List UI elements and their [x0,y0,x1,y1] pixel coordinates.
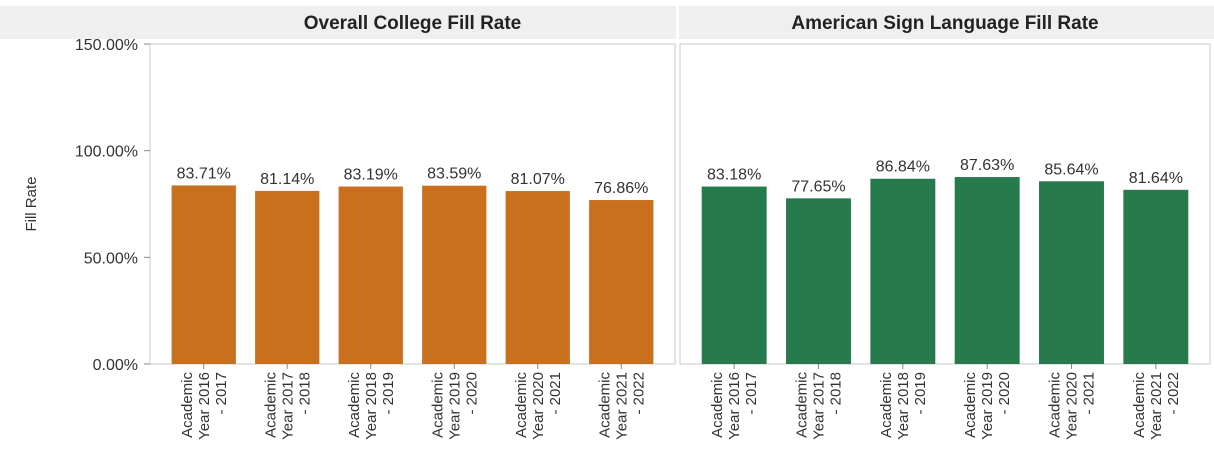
y-tick-label: 100.00% [75,144,138,161]
bar [870,178,936,364]
category-label: Academic [513,372,530,438]
category-label: - 2021 [547,372,564,415]
category-label: Year 2020 [530,372,547,440]
category-label: Year 2019 [979,372,996,440]
bar [1039,181,1104,364]
category-label: Academic [878,372,895,438]
plot-frame [679,43,1211,365]
data-label: 81.64% [1129,170,1183,187]
bar [954,177,1020,364]
category-label: - 2020 [996,372,1013,415]
y-axis-title: Fill Rate [23,176,40,231]
bar [505,191,570,364]
category-label: Year 2021 [613,372,630,440]
data-label: 87.63% [960,157,1014,174]
category-label: Year 2017 [811,372,828,440]
category-label: - 2020 [463,372,480,415]
category-label: Academic [1131,372,1148,438]
plot-frame [149,43,676,365]
category-label: Academic [346,372,363,438]
category-label: Academic [1047,372,1064,438]
category-label: - 2019 [912,372,929,415]
data-label: 81.07% [511,171,565,188]
bar [701,186,767,364]
panel-2: American Sign Language Fill Rate 83.18% Ac… [676,6,1211,440]
bar [589,200,654,364]
data-label: 83.59% [427,166,481,183]
category-label: - 2021 [1081,372,1098,415]
data-label: 83.18% [707,167,761,184]
category-label: Academic [962,372,979,438]
category-label: Academic [262,372,279,438]
bar [338,186,403,364]
data-label: 83.71% [177,165,231,182]
data-label: 77.65% [791,178,845,195]
category-label: - 2022 [1165,372,1182,415]
category-label: - 2017 [743,372,760,415]
panel-title: Overall College Fill Rate [304,13,522,34]
category-label: Year 2019 [446,372,463,440]
category-label: Academic [794,372,811,438]
category-label: Year 2020 [1064,372,1081,440]
y-tick-label: 50.00% [84,250,138,267]
category-label: Academic [596,372,613,438]
category-label: - 2017 [213,372,230,415]
bar [255,190,320,364]
bar [171,185,236,364]
bar [1123,189,1189,364]
category-label: Year 2018 [895,372,912,440]
bar [786,198,851,364]
category-label: Year 2021 [1148,372,1165,440]
data-label: 76.86% [594,180,648,197]
panel-title: American Sign Language Fill Rate [791,13,1098,34]
category-label: - 2019 [380,372,397,415]
data-label: 83.19% [344,167,398,184]
y-tick-label: 150.00% [75,37,138,54]
category-label: - 2022 [630,372,647,415]
title-band [0,6,1214,39]
category-label: Academic [179,372,196,438]
y-tick-label: 0.00% [93,357,138,374]
data-label: 86.84% [876,159,930,176]
category-label: Academic [709,372,726,438]
category-label: Year 2016 [196,372,213,440]
bar [422,185,487,364]
category-label: Year 2017 [279,372,296,440]
data-label: 81.14% [260,171,314,188]
data-label: 85.64% [1044,161,1098,178]
y-axis: 0.00% 50.00% 100.00% 150.00% Fill Rate [23,37,150,374]
category-label: - 2018 [296,372,313,415]
category-label: Academic [429,372,446,438]
category-label: Year 2018 [363,372,380,440]
category-label: Year 2016 [726,372,743,440]
category-label: - 2018 [828,372,845,415]
